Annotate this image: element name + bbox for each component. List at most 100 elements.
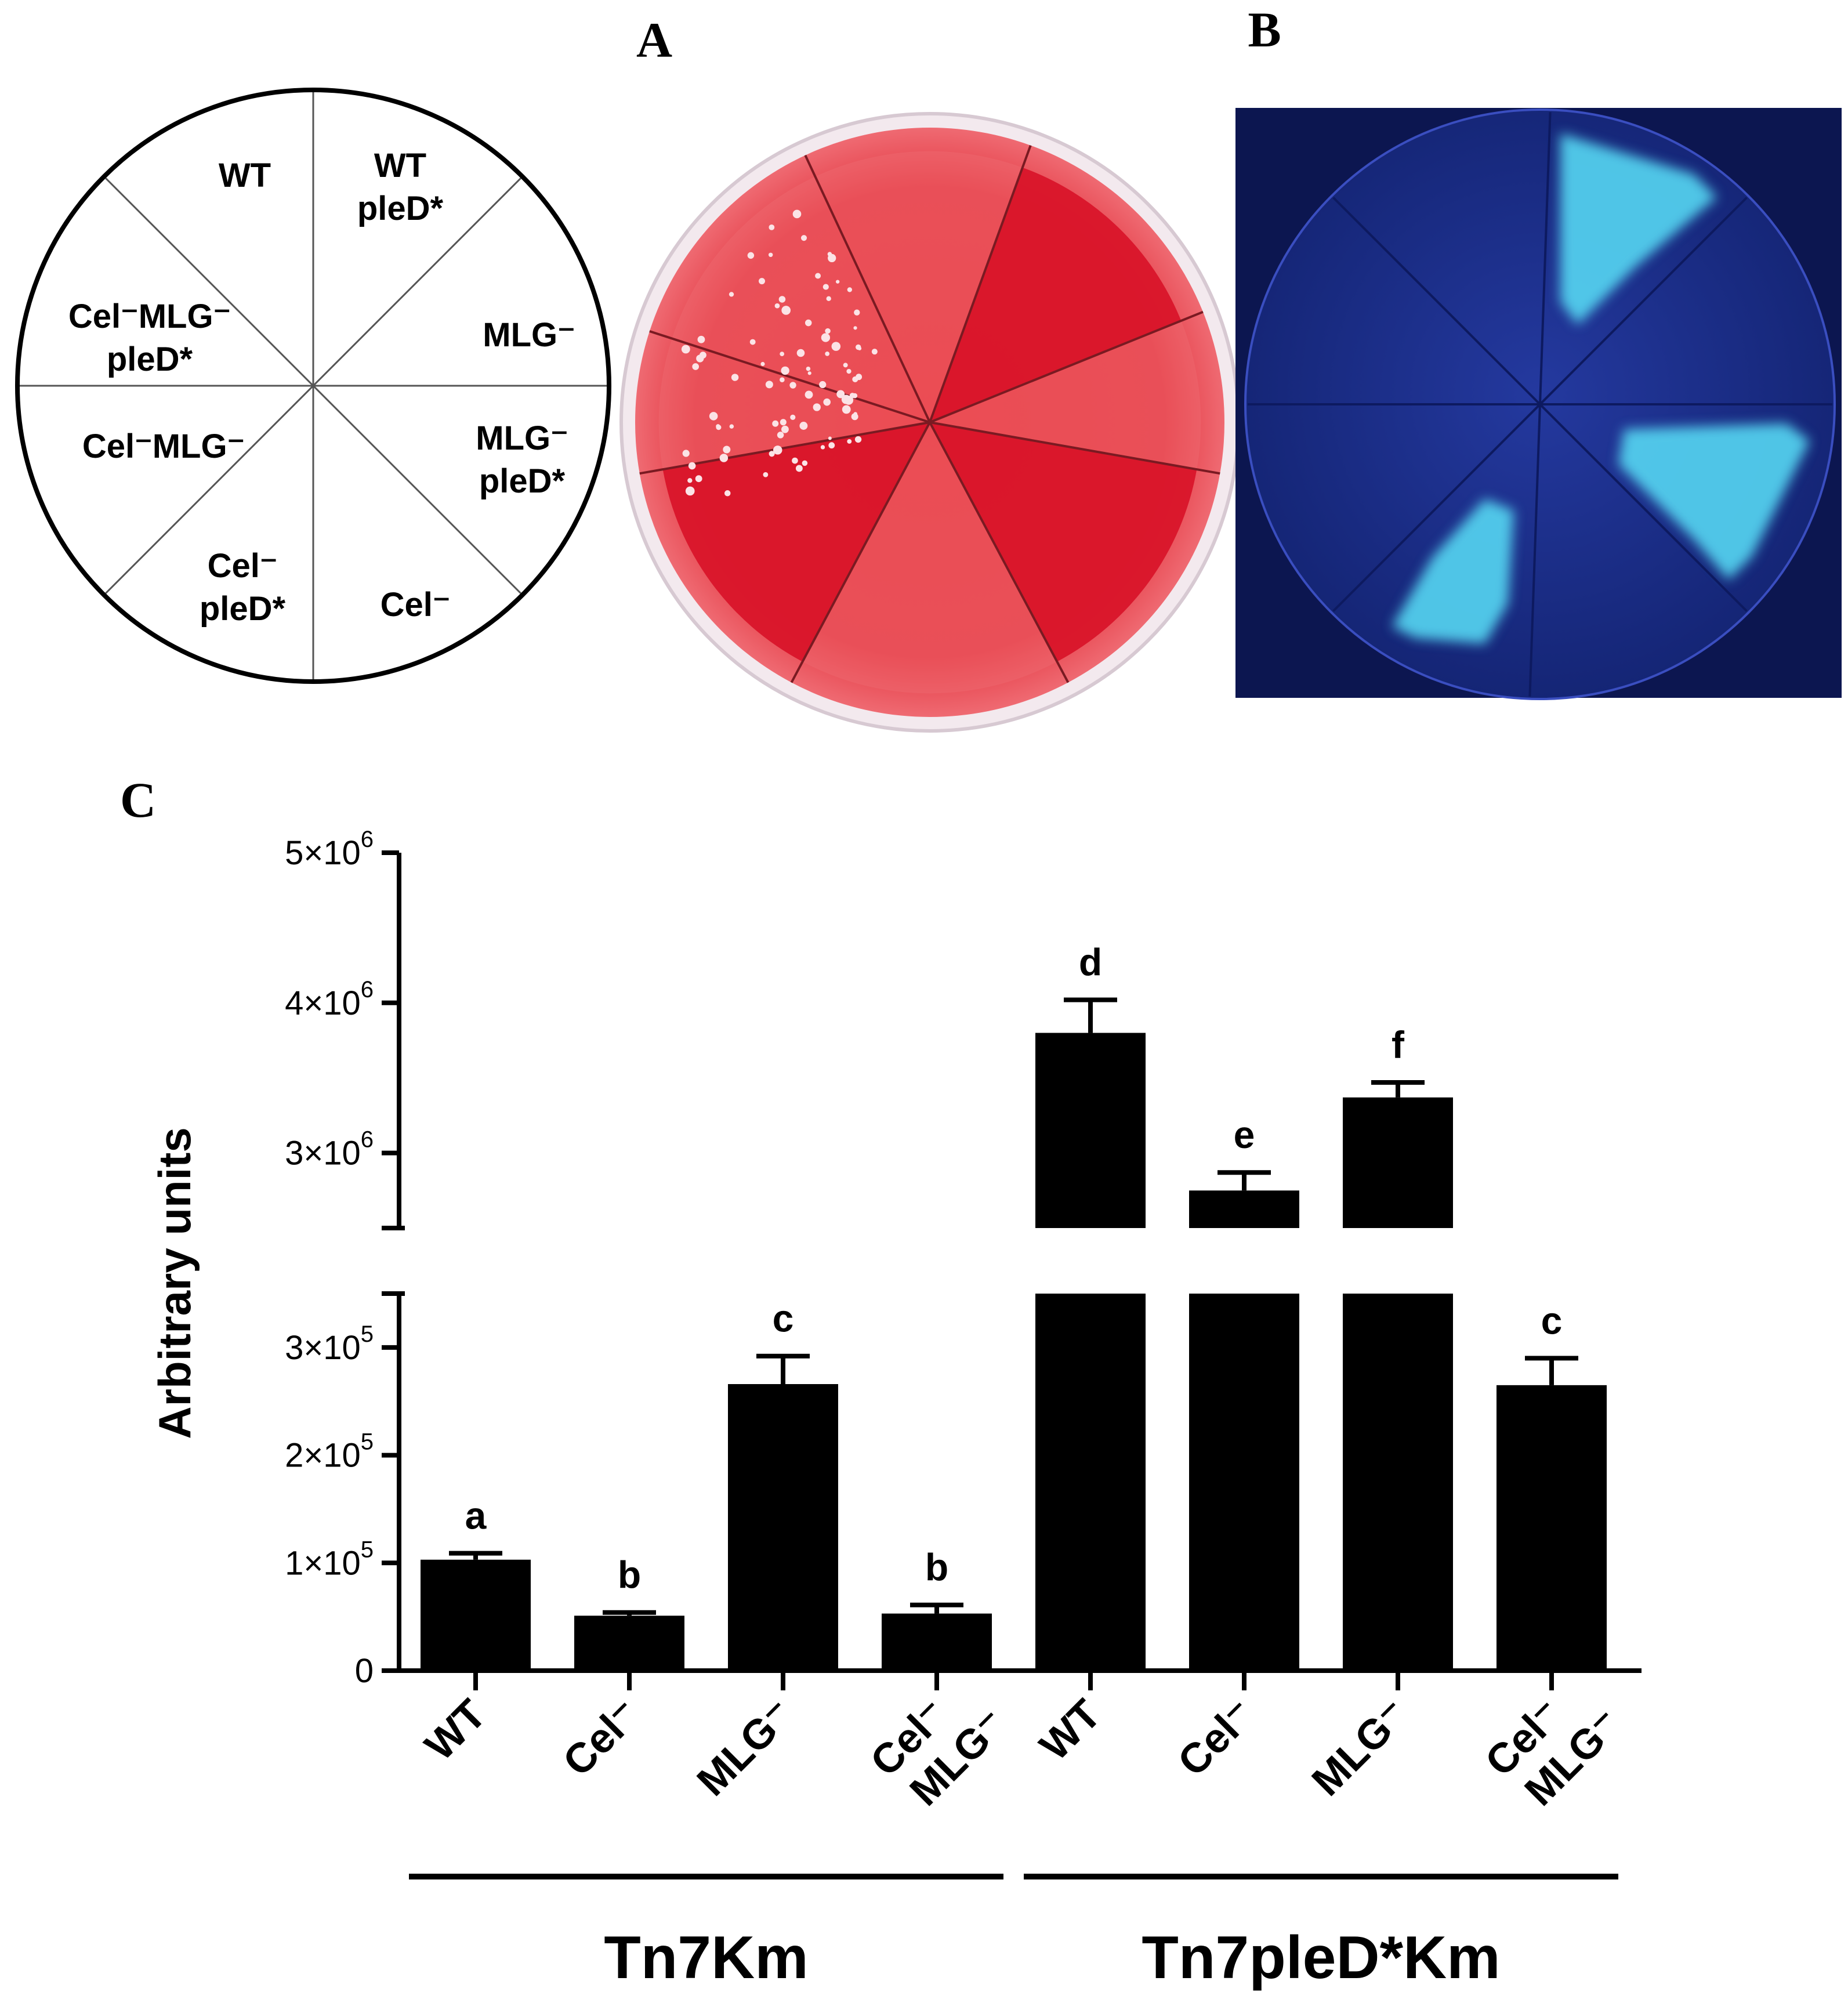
panel-label-a: A	[636, 12, 672, 68]
plate-a-sector	[672, 176, 930, 422]
plate-a-sector	[662, 422, 930, 662]
plate-a-colony	[681, 345, 690, 354]
key-sector-label: Cel⁻MLG⁻	[82, 428, 245, 465]
plate-a-sector	[658, 338, 930, 470]
plate-a-colony	[846, 368, 851, 374]
plate-a-colony	[805, 319, 812, 327]
plate-a-colony	[687, 478, 693, 483]
plate-a-colony	[828, 442, 835, 449]
bar	[728, 1384, 838, 1671]
plate-a-colony	[820, 445, 825, 450]
plate-b-fluorescent-streak	[1392, 499, 1514, 644]
plate-a-colony	[731, 374, 739, 381]
y-tick-label: 2×105	[285, 1429, 374, 1475]
significance-letter: f	[1392, 1023, 1405, 1066]
plate-a-divider	[639, 421, 930, 475]
key-sector-label: pleD*	[357, 190, 444, 227]
plate-a-colony	[828, 436, 832, 440]
key-sector-label: pleD*	[479, 462, 566, 500]
plate-a-sector	[802, 422, 1057, 694]
significance-letter: b	[618, 1553, 641, 1596]
plate-a-colony	[836, 390, 845, 399]
bar-lower-segment	[1343, 1294, 1453, 1671]
plate-a-colony	[815, 273, 821, 279]
key-sector-label: pleD*	[107, 341, 193, 378]
key-sector-label: WT	[219, 157, 271, 194]
plate-a-colony	[772, 420, 779, 427]
plate-a-colony	[747, 252, 755, 259]
key-sector-divider	[105, 178, 521, 594]
plate-a-divider	[929, 422, 1070, 683]
significance-letter: c	[773, 1297, 794, 1340]
plate-a-divider	[804, 154, 931, 423]
bar	[1496, 1385, 1607, 1671]
significance-letter: c	[1541, 1299, 1563, 1342]
plate-a-colony	[696, 354, 704, 363]
plate-a-colony	[697, 335, 705, 343]
bar-upper-segment	[1343, 1097, 1453, 1228]
group-label: Tn7pleD*Km	[1142, 1924, 1500, 1991]
plate-a-colony	[781, 306, 791, 315]
significance-letter: e	[1234, 1113, 1255, 1156]
plate-a-colony	[806, 366, 811, 371]
plate-a-colony	[796, 349, 805, 357]
plate-a-colony	[778, 296, 786, 303]
y-tick-label: 1×105	[285, 1537, 374, 1582]
plate-a-colony	[769, 224, 775, 230]
plate-a-colony	[843, 363, 848, 368]
plate-a-sector	[930, 167, 1182, 422]
plate-a-colony	[780, 419, 787, 426]
y-axis-label: Arbitrary units	[149, 1127, 200, 1439]
plate-a-colony	[758, 278, 766, 285]
group-label: Tn7Km	[604, 1924, 808, 1991]
plate-photo-fluorescence	[1235, 108, 1842, 700]
plate-a-colony	[709, 412, 718, 421]
plate-a-colony	[692, 363, 700, 370]
plate-b-fluorescent-streak	[1618, 423, 1810, 580]
plate-a-colony	[831, 342, 841, 351]
y-tick-label: 0	[355, 1652, 374, 1690]
plate-a-colony	[729, 292, 734, 297]
plate-a-sector	[815, 151, 1023, 422]
plate-a-colony	[729, 424, 734, 429]
plate-a-colony	[789, 382, 796, 389]
plate-a-colony	[847, 287, 853, 292]
plate-a-colony	[823, 398, 831, 406]
plate-a-colony	[688, 462, 696, 470]
plate-a-colony	[768, 252, 773, 258]
plate-a-colony	[685, 486, 695, 496]
key-sector-label: pleD*	[200, 590, 286, 628]
x-tick-label: Cel⁻	[1169, 1691, 1264, 1786]
key-sector-label: Cel⁻	[381, 586, 451, 624]
x-tick-label: MLG⁻	[689, 1691, 803, 1805]
plate-a-colony	[852, 376, 858, 382]
plate-a-colony	[842, 405, 851, 414]
significance-letter: b	[925, 1546, 948, 1589]
plate-a-colony	[871, 349, 878, 355]
bar	[421, 1559, 531, 1671]
key-sector-label: MLG⁻	[483, 316, 575, 354]
plate-a-colony	[853, 412, 858, 416]
key-sector-label: WT	[374, 147, 426, 184]
plate-a-colony	[777, 432, 784, 439]
plate-a-colony	[847, 439, 852, 444]
plate-a-divider	[929, 310, 1204, 423]
plate-a-divider	[790, 422, 931, 683]
panel-label-b: B	[1248, 2, 1281, 57]
plate-a-colony	[719, 454, 729, 462]
x-tick-label: WT	[416, 1691, 495, 1770]
plate-a-colony	[802, 460, 808, 466]
y-tick-label: 3×106	[285, 1127, 374, 1172]
plate-a-colony	[807, 371, 811, 375]
plate-b-divider	[1528, 404, 1541, 697]
plate-a-colony	[853, 326, 857, 330]
bar	[882, 1613, 992, 1671]
plate-a-colony	[781, 366, 789, 375]
plate-a-colony	[792, 457, 798, 464]
x-tick-label: Cel⁻	[555, 1691, 649, 1786]
plate-b-fluorescent-streak	[1560, 133, 1717, 325]
plate-a-colony	[854, 309, 860, 316]
y-tick-label: 3×105	[285, 1321, 374, 1367]
plate-a-colony	[774, 303, 780, 309]
plate-a-divider	[649, 330, 930, 423]
